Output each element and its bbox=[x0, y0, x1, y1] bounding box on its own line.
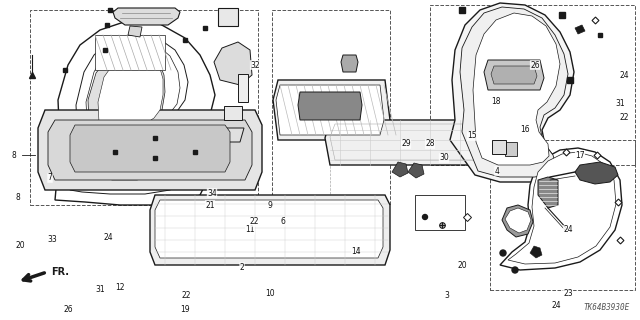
Polygon shape bbox=[341, 55, 358, 72]
Bar bbox=[492, 140, 506, 154]
Bar bbox=[415, 195, 465, 230]
Polygon shape bbox=[70, 35, 188, 194]
Polygon shape bbox=[88, 46, 165, 184]
Polygon shape bbox=[408, 163, 424, 178]
Text: 22: 22 bbox=[249, 218, 259, 227]
Text: 4: 4 bbox=[495, 166, 499, 175]
Text: 20: 20 bbox=[15, 241, 25, 250]
Polygon shape bbox=[82, 42, 180, 189]
Polygon shape bbox=[505, 208, 531, 233]
Text: 10: 10 bbox=[265, 290, 275, 299]
Text: 22: 22 bbox=[181, 292, 191, 300]
Text: 24: 24 bbox=[551, 300, 561, 309]
Polygon shape bbox=[500, 148, 622, 270]
Polygon shape bbox=[575, 162, 618, 184]
Text: 32: 32 bbox=[250, 60, 260, 69]
Text: 34: 34 bbox=[207, 188, 217, 197]
Text: 8: 8 bbox=[15, 194, 20, 203]
Text: 23: 23 bbox=[563, 289, 573, 298]
Text: 6: 6 bbox=[280, 218, 285, 227]
Text: 5: 5 bbox=[356, 246, 360, 255]
Text: 7: 7 bbox=[47, 173, 52, 182]
Polygon shape bbox=[508, 152, 616, 264]
Text: TK64B3930E: TK64B3930E bbox=[584, 303, 630, 312]
Bar bbox=[238, 74, 248, 102]
Text: 26: 26 bbox=[63, 306, 73, 315]
Text: 19: 19 bbox=[180, 305, 190, 314]
Polygon shape bbox=[276, 85, 384, 135]
Polygon shape bbox=[325, 120, 515, 165]
Bar bbox=[272, 10, 390, 205]
Text: 15: 15 bbox=[467, 132, 477, 140]
Text: 16: 16 bbox=[520, 125, 530, 134]
Text: 12: 12 bbox=[115, 283, 125, 292]
Text: 9: 9 bbox=[268, 202, 273, 211]
Polygon shape bbox=[214, 42, 252, 85]
Text: 2: 2 bbox=[239, 262, 244, 271]
Polygon shape bbox=[273, 80, 390, 140]
Circle shape bbox=[500, 250, 506, 256]
Bar bbox=[30, 10, 258, 205]
Text: 3: 3 bbox=[445, 292, 449, 300]
Bar bbox=[430, 5, 635, 165]
Polygon shape bbox=[460, 7, 568, 177]
Polygon shape bbox=[55, 20, 215, 205]
Text: 24: 24 bbox=[563, 226, 573, 235]
Bar bbox=[224, 106, 242, 120]
Polygon shape bbox=[155, 200, 383, 258]
Bar bbox=[218, 8, 238, 26]
Polygon shape bbox=[113, 8, 180, 25]
Polygon shape bbox=[150, 195, 390, 265]
Polygon shape bbox=[95, 35, 165, 70]
Circle shape bbox=[512, 267, 518, 273]
Polygon shape bbox=[538, 177, 558, 208]
Text: 24: 24 bbox=[103, 234, 113, 243]
Polygon shape bbox=[502, 205, 533, 237]
Polygon shape bbox=[216, 128, 244, 142]
Text: FR.: FR. bbox=[51, 267, 69, 277]
Polygon shape bbox=[48, 120, 252, 180]
Text: 21: 21 bbox=[205, 201, 215, 210]
Polygon shape bbox=[530, 246, 542, 258]
Text: 20: 20 bbox=[457, 260, 467, 269]
Text: 33: 33 bbox=[47, 236, 57, 244]
Text: 29: 29 bbox=[401, 140, 411, 148]
Polygon shape bbox=[473, 13, 560, 165]
Polygon shape bbox=[450, 3, 574, 182]
Text: 28: 28 bbox=[425, 140, 435, 148]
Text: 22: 22 bbox=[620, 114, 628, 123]
Text: 31: 31 bbox=[95, 285, 105, 294]
Circle shape bbox=[422, 214, 428, 220]
Polygon shape bbox=[38, 110, 262, 190]
Text: 14: 14 bbox=[351, 247, 361, 257]
Text: 30: 30 bbox=[439, 154, 449, 163]
Bar bbox=[505, 142, 517, 156]
Text: 26: 26 bbox=[530, 60, 540, 69]
Text: 8: 8 bbox=[12, 150, 17, 159]
Text: 31: 31 bbox=[615, 99, 625, 108]
Polygon shape bbox=[298, 92, 362, 120]
Polygon shape bbox=[575, 25, 585, 34]
Polygon shape bbox=[484, 60, 544, 90]
Polygon shape bbox=[128, 26, 142, 37]
Text: 24: 24 bbox=[619, 70, 629, 79]
Text: 18: 18 bbox=[492, 98, 500, 107]
Polygon shape bbox=[97, 53, 163, 180]
Polygon shape bbox=[70, 125, 230, 172]
Polygon shape bbox=[491, 66, 537, 84]
Polygon shape bbox=[392, 162, 408, 177]
Text: 11: 11 bbox=[245, 226, 255, 235]
Bar bbox=[490, 140, 635, 290]
Text: 17: 17 bbox=[575, 150, 585, 159]
